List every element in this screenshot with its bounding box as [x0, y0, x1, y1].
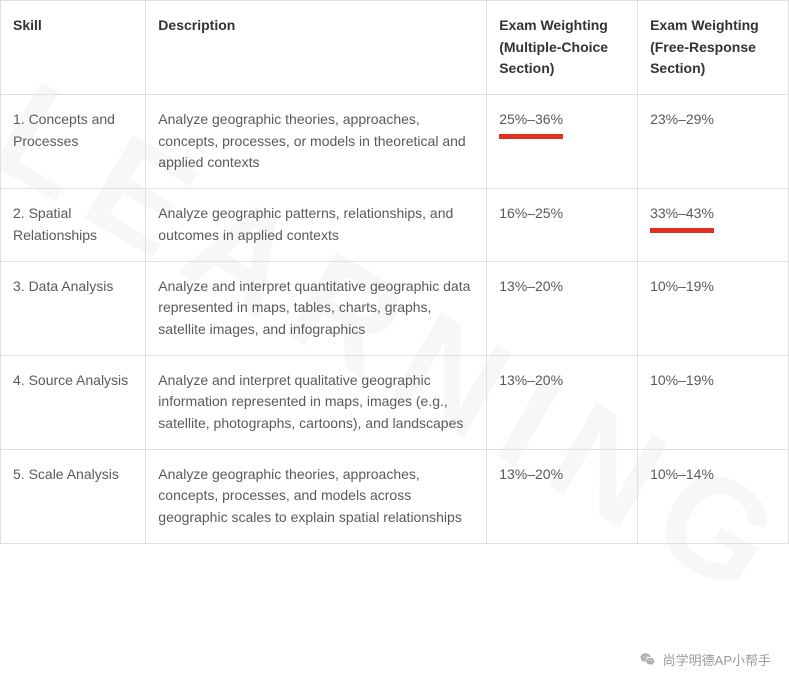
cell-description: Analyze and interpret qualitative geogra…	[146, 355, 487, 449]
cell-mc-weight: 25%–36%	[487, 95, 638, 189]
cell-skill: 4. Source Analysis	[1, 355, 146, 449]
table-row: 5. Scale Analysis Analyze geographic the…	[1, 449, 789, 543]
cell-skill: 3. Data Analysis	[1, 261, 146, 355]
highlight-underline: 33%–43%	[650, 203, 714, 233]
cell-description: Analyze geographic patterns, relationshi…	[146, 189, 487, 261]
cell-mc-weight: 16%–25%	[487, 189, 638, 261]
cell-fr-weight: 10%–19%	[638, 261, 789, 355]
cell-description: Analyze geographic theories, approaches,…	[146, 95, 487, 189]
highlight-underline: 25%–36%	[499, 109, 563, 139]
cell-fr-weight: 33%–43%	[638, 189, 789, 261]
skills-table: Skill Description Exam Weighting (Multip…	[0, 0, 789, 544]
footer-label: 尚学明德AP小帮手	[663, 650, 771, 669]
col-header-skill: Skill	[1, 1, 146, 95]
table-row: 2. Spatial Relationships Analyze geograp…	[1, 189, 789, 261]
col-header-mc: Exam Weighting (Multiple-Choice Section)	[487, 1, 638, 95]
col-header-fr: Exam Weighting (Free-Response Section)	[638, 1, 789, 95]
cell-mc-weight: 13%–20%	[487, 355, 638, 449]
cell-skill: 2. Spatial Relationships	[1, 189, 146, 261]
wechat-icon	[639, 651, 657, 669]
cell-fr-weight: 23%–29%	[638, 95, 789, 189]
cell-fr-weight: 10%–14%	[638, 449, 789, 543]
cell-description: Analyze geographic theories, approaches,…	[146, 449, 487, 543]
cell-mc-weight: 13%–20%	[487, 261, 638, 355]
cell-skill: 1. Concepts and Processes	[1, 95, 146, 189]
cell-skill: 5. Scale Analysis	[1, 449, 146, 543]
footer-attribution: 尚学明德AP小帮手	[639, 650, 771, 669]
col-header-description: Description	[146, 1, 487, 95]
table-row: 4. Source Analysis Analyze and interpret…	[1, 355, 789, 449]
cell-fr-weight: 10%–19%	[638, 355, 789, 449]
table-row: 1. Concepts and Processes Analyze geogra…	[1, 95, 789, 189]
cell-mc-weight: 13%–20%	[487, 449, 638, 543]
cell-description: Analyze and interpret quantitative geogr…	[146, 261, 487, 355]
table-header-row: Skill Description Exam Weighting (Multip…	[1, 1, 789, 95]
table-body: 1. Concepts and Processes Analyze geogra…	[1, 95, 789, 544]
table-row: 3. Data Analysis Analyze and interpret q…	[1, 261, 789, 355]
